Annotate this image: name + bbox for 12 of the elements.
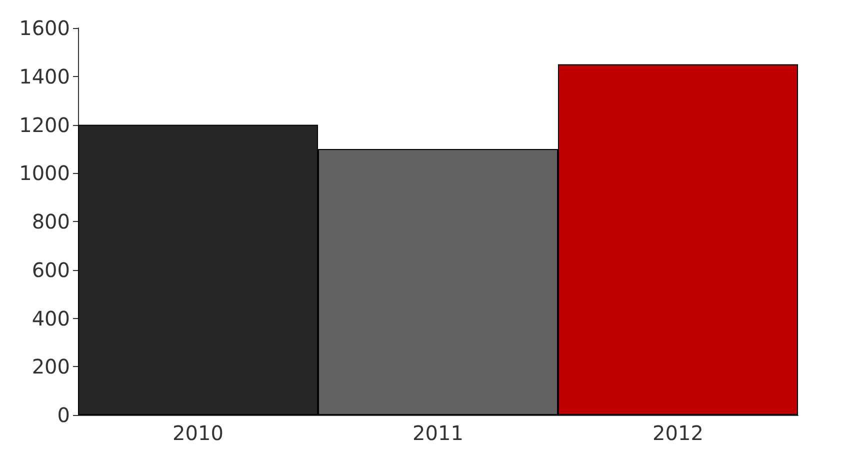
- y-tick-label: 200: [32, 354, 70, 379]
- x-tick-label: 2012: [652, 421, 704, 445]
- y-tick-label: 0: [57, 403, 70, 427]
- y-tick-label: 1200: [19, 112, 70, 137]
- y-tick-label: 600: [32, 258, 70, 282]
- x-tick-label: 2011: [412, 421, 464, 445]
- y-tick-label: 800: [32, 210, 70, 234]
- y-tick-label: 400: [32, 306, 70, 330]
- y-tick-label: 1400: [19, 64, 70, 88]
- y-tick-label: 1600: [19, 16, 70, 40]
- y-tick-label: 1000: [19, 161, 70, 186]
- x-tick-label: 2010: [172, 421, 224, 445]
